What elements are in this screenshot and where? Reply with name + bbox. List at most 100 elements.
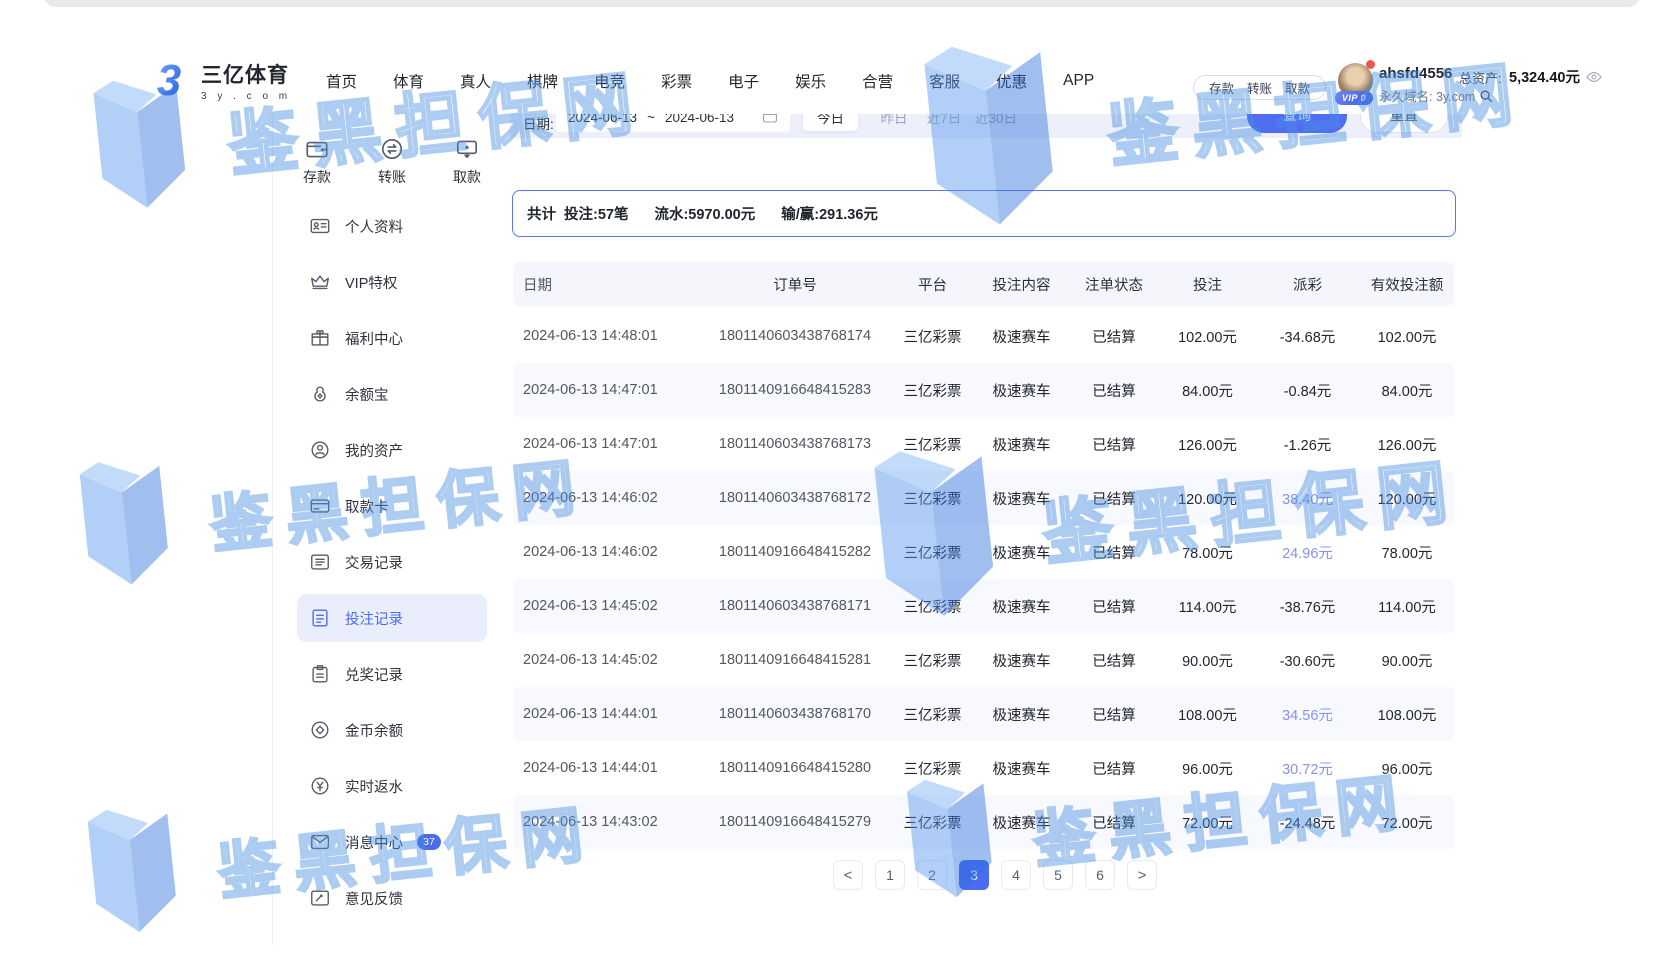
site-logo[interactable]: 3 三亿体育 3 y . c o m <box>155 57 291 103</box>
page-button-6[interactable]: 6 <box>1085 860 1115 890</box>
sidebar-item-assets[interactable]: 我的资产 <box>297 426 487 474</box>
withdraw-link[interactable]: 取款 <box>1285 82 1311 96</box>
browser-omnibox-edge <box>44 0 1640 7</box>
bank-card-icon <box>309 495 331 517</box>
nav-partnership[interactable]: 合营 <box>862 73 894 91</box>
next-page-button[interactable]: > <box>1127 860 1157 890</box>
table-row: 2024-06-13 14:44:01 1801140916648415280 … <box>523 760 1433 778</box>
sidebar-item-withdraw-card[interactable]: 取款卡 <box>297 482 487 530</box>
table-row: 2024-06-13 14:45:02 1801140603438768171 … <box>513 579 1454 633</box>
table-row: 2024-06-13 14:44:01 1801140603438768170 … <box>513 687 1454 741</box>
nav-esports[interactable]: 电竞 <box>594 73 626 91</box>
my-assets-icon <box>309 439 331 461</box>
prev-page-button[interactable]: < <box>833 860 863 890</box>
sidebar-item-vip[interactable]: VIP特权 <box>297 258 487 306</box>
page-button-1[interactable]: 1 <box>875 860 905 890</box>
bet-records-panel: 日期: 2024-06-13 ~ 2024-06-13 今日 昨日 近7日 近3… <box>506 97 1462 945</box>
summary-bets: 投注:57笔 <box>564 207 629 223</box>
logo-mark: 3 <box>157 57 181 103</box>
site-header: 3 三亿体育 3 y . c o m 首页 体育 真人 棋牌 电竞 彩票 电子 … <box>0 47 1655 114</box>
range-yesterday[interactable]: 昨日 <box>880 111 908 126</box>
quick-deposit[interactable]: 存款 <box>303 136 331 187</box>
nav-entertainment[interactable]: 娱乐 <box>795 73 827 91</box>
nav-lottery[interactable]: 彩票 <box>661 73 693 91</box>
wallet-icon <box>306 141 328 158</box>
svg-text:3: 3 <box>157 57 181 103</box>
table-row: 2024-06-13 14:43:02 1801140916648415279 … <box>513 795 1454 849</box>
assets-value: 5,324.40元 <box>1509 70 1580 86</box>
notification-dot <box>1366 60 1375 69</box>
summary-bar: 共计 投注:57笔 流水:5970.00元 输/赢:291.36元 <box>512 190 1456 237</box>
sidebar-item-messages[interactable]: 消息中心 37 <box>297 818 487 866</box>
summary-turnover: 流水:5970.00元 <box>654 207 756 223</box>
crown-icon <box>309 271 331 293</box>
sidebar-item-redeem-records[interactable]: 兑奖记录 <box>297 650 487 698</box>
range-7days[interactable]: 近7日 <box>926 111 962 126</box>
table-row: 2024-06-13 14:47:01 1801140603438768173 … <box>523 436 1437 454</box>
envelope-icon <box>309 831 331 853</box>
nav-app[interactable]: APP <box>1063 71 1095 89</box>
nav-service[interactable]: 客服 <box>929 73 961 91</box>
transfer-link[interactable]: 转账 <box>1247 82 1273 96</box>
bet-records-icon <box>309 607 331 629</box>
quick-withdraw[interactable]: 取款 <box>453 136 481 187</box>
sidebar-item-feedback[interactable]: 意见反馈 <box>297 874 487 922</box>
table-row: 2024-06-13 14:47:01 1801140916648415283 … <box>513 363 1454 417</box>
wallet-actions-pill: 存款 转账 取款 <box>1193 75 1327 100</box>
table-body: 2024-06-13 14:48:01 1801140603438768174 … <box>513 309 1454 849</box>
main-nav: 首页 体育 真人 棋牌 电竞 彩票 电子 娱乐 合营 客服 优惠 APP <box>326 47 1094 114</box>
assets-label: 总资产: <box>1459 71 1502 86</box>
watermark-logo-icon <box>87 809 176 932</box>
nav-chess[interactable]: 棋牌 <box>527 73 559 91</box>
sidebar-item-profile[interactable]: 个人资料 <box>297 202 487 250</box>
sidebar-item-rebate[interactable]: 实时返水 <box>297 762 487 810</box>
watermark-logo-icon <box>79 462 168 585</box>
sidebar-item-coin-balance[interactable]: 金币余额 <box>297 706 487 754</box>
table-row: 2024-06-13 14:45:02 1801140916648415281 … <box>523 652 1433 670</box>
nav-sports[interactable]: 体育 <box>393 73 425 91</box>
sidebar-item-bet-records[interactable]: 投注记录 <box>297 594 487 642</box>
nav-slots[interactable]: 电子 <box>728 73 760 91</box>
nav-promo[interactable]: 优惠 <box>996 73 1028 91</box>
table-row: 2024-06-13 14:48:01 1801140603438768174 … <box>523 328 1437 346</box>
sidebar-item-welfare[interactable]: 福利中心 <box>297 314 487 362</box>
yuebao-icon <box>309 383 331 405</box>
table-header: 日期 订单号 平台 投注内容 注单状态 投注 派彩 有效投注额 <box>513 262 1454 306</box>
page-button-4[interactable]: 4 <box>1001 860 1031 890</box>
feedback-icon <box>309 887 331 909</box>
yuan-icon <box>309 775 331 797</box>
deposit-link[interactable]: 存款 <box>1209 82 1235 96</box>
summary-total-label: 共计 <box>527 207 556 223</box>
table-row: 2024-06-13 14:46:02 1801140916648415282 … <box>523 544 1433 562</box>
nav-home[interactable]: 首页 <box>326 73 358 91</box>
search-icon[interactable] <box>1479 89 1493 103</box>
clipboard-icon <box>309 663 331 685</box>
nav-live[interactable]: 真人 <box>460 73 492 91</box>
table-row: 2024-06-13 14:46:02 1801140603438768172 … <box>513 471 1454 525</box>
permanent-domain: 永久域名: 3y.com <box>1379 86 1493 105</box>
sidebar-menu: 个人资料 VIP特权 福利中心 余额宝 我的资产 取款卡 交易记录 投注记录 <box>273 202 511 930</box>
date-label: 日期: <box>523 117 554 132</box>
withdraw-icon <box>456 140 478 158</box>
quick-transfer[interactable]: 转账 <box>378 136 406 187</box>
range-30days[interactable]: 近30日 <box>974 111 1018 126</box>
id-card-icon <box>309 215 331 237</box>
page-button-5[interactable]: 5 <box>1043 860 1073 890</box>
browser-chrome-strip <box>0 0 1655 47</box>
sidebar-quick-actions: 存款 转账 取款 <box>273 136 511 187</box>
account-sidebar: 存款 转账 取款 个人资料 VIP特权 福利中心 余额宝 我的资产 <box>272 114 510 945</box>
gift-icon <box>309 327 331 349</box>
transfer-icon <box>381 138 403 160</box>
unread-count-badge: 37 <box>417 834 441 850</box>
sidebar-item-yuebao[interactable]: 余额宝 <box>297 370 487 418</box>
summary-winloss: 输/赢:291.36元 <box>781 207 878 223</box>
username: ahsfd4556 <box>1379 65 1453 82</box>
page-button-2[interactable]: 2 <box>917 860 947 890</box>
logo-title: 三亿体育 <box>201 63 289 87</box>
coin-icon <box>309 719 331 741</box>
pagination: < 1 2 3 4 5 6 > <box>833 860 1157 890</box>
vip-badge: VIP 0 <box>1335 91 1373 105</box>
page-button-3-active[interactable]: 3 <box>959 860 989 890</box>
sidebar-item-transactions[interactable]: 交易记录 <box>297 538 487 586</box>
eye-icon[interactable] <box>1585 70 1603 89</box>
